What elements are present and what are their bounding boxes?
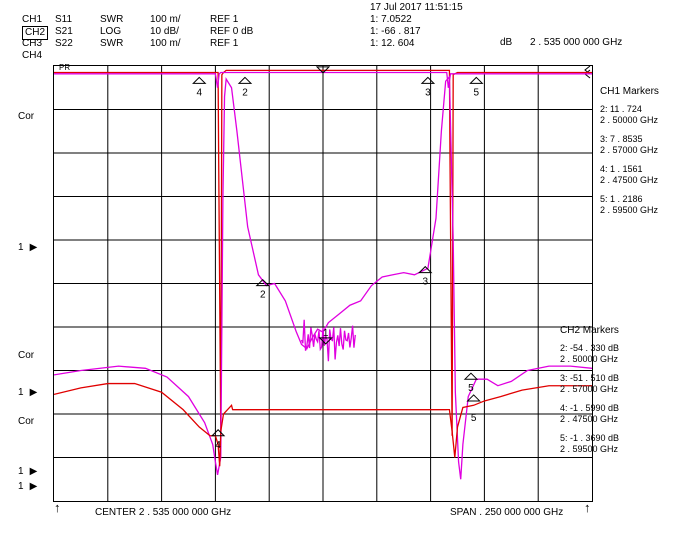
hdr-cell: LOG [100, 26, 121, 38]
left-label: Cor [18, 416, 34, 428]
timestamp: 17 Jul 2017 11:51:15 [370, 2, 463, 14]
hdr-cell: 1: 7.0522 [370, 14, 412, 26]
marker-freq: 2 . 47500 GHz [560, 414, 618, 425]
marker-value: 2: -54 . 330 dB [560, 343, 619, 354]
marker-value: 2: 11 . 724 [600, 104, 642, 115]
svg-text:3: 3 [422, 277, 428, 288]
marker-freq: 2 . 59500 GHz [560, 444, 618, 455]
hdr-cell: REF 1 [210, 38, 238, 50]
hdr-cell: CH4 [22, 50, 42, 62]
left-label: 1▶ [18, 466, 37, 478]
svg-text:1: 1 [323, 328, 329, 339]
hdr-cell: CH3 [22, 38, 42, 50]
svg-text:4: 4 [196, 87, 202, 98]
plot-svg: 42135231455 [54, 66, 592, 501]
top-freq: 2 . 535 000 000 GHz [530, 37, 622, 49]
left-label: PR [59, 62, 70, 74]
left-label: Cor [18, 111, 34, 123]
marker-panel-title: CH2 Markers [560, 325, 619, 337]
marker-freq: 2 . 50000 GHz [560, 354, 618, 365]
marker-value: 5: 1 . 2186 [600, 194, 643, 205]
marker-freq: 2 . 47500 GHz [600, 175, 658, 186]
marker-panel-title: CH1 Markers [600, 86, 659, 98]
marker-value: 3: 7 . 8535 [600, 134, 643, 145]
svg-text:5: 5 [474, 87, 480, 98]
left-label: Cor [18, 350, 34, 362]
left-label: 1▶ [18, 481, 37, 493]
hdr-cell: S11 [55, 14, 72, 26]
svg-text:4: 4 [215, 440, 221, 451]
hdr-cell: S21 [55, 26, 73, 38]
hdr-cell: SWR [100, 14, 123, 26]
hdr-cell: CH1 [22, 14, 42, 26]
axis-span: SPAN . 250 000 000 GHz [450, 507, 563, 519]
marker-value: 5: -1 . 3690 dB [560, 433, 619, 444]
hdr-cell: 1: -66 . 817 [370, 26, 421, 38]
axis-center: CENTER 2 . 535 000 000 GHz [95, 507, 231, 519]
rdg-unit: dB [500, 37, 512, 49]
marker-freq: 2 . 57000 GHz [560, 384, 618, 395]
left-label: 1▶ [18, 387, 37, 399]
hdr-cell: 1: 12. 604 [370, 38, 414, 50]
marker-value: 3: -51 . 510 dB [560, 373, 619, 384]
hdr-cell: S22 [55, 38, 73, 50]
hdr-cell: SWR [100, 38, 123, 50]
hdr-cell: REF 1 [210, 14, 238, 26]
hdr-cell: 100 m/ [150, 38, 181, 50]
hdr-cell: 10 dB/ [150, 26, 179, 38]
svg-text:2: 2 [242, 87, 248, 98]
marker-value: 4: 1 . 1561 [600, 164, 643, 175]
axis-arrow-right: ↑ [584, 500, 591, 515]
marker-freq: 2 . 57000 GHz [600, 145, 658, 156]
marker-freq: 2 . 59500 GHz [600, 205, 658, 216]
hdr-cell: 100 m/ [150, 14, 181, 26]
svg-text:5: 5 [468, 383, 474, 394]
plot-area: 42135231455 [53, 65, 593, 502]
left-label: 1▶ [18, 242, 37, 254]
marker-freq: 2 . 50000 GHz [600, 115, 658, 126]
hdr-cell: REF 0 dB [210, 26, 253, 38]
svg-text:2: 2 [260, 290, 266, 301]
marker-value: 4: -1 . 5990 dB [560, 403, 619, 414]
axis-arrow-left: ↑ [54, 500, 61, 515]
svg-text:5: 5 [471, 413, 477, 424]
svg-text:3: 3 [425, 87, 431, 98]
